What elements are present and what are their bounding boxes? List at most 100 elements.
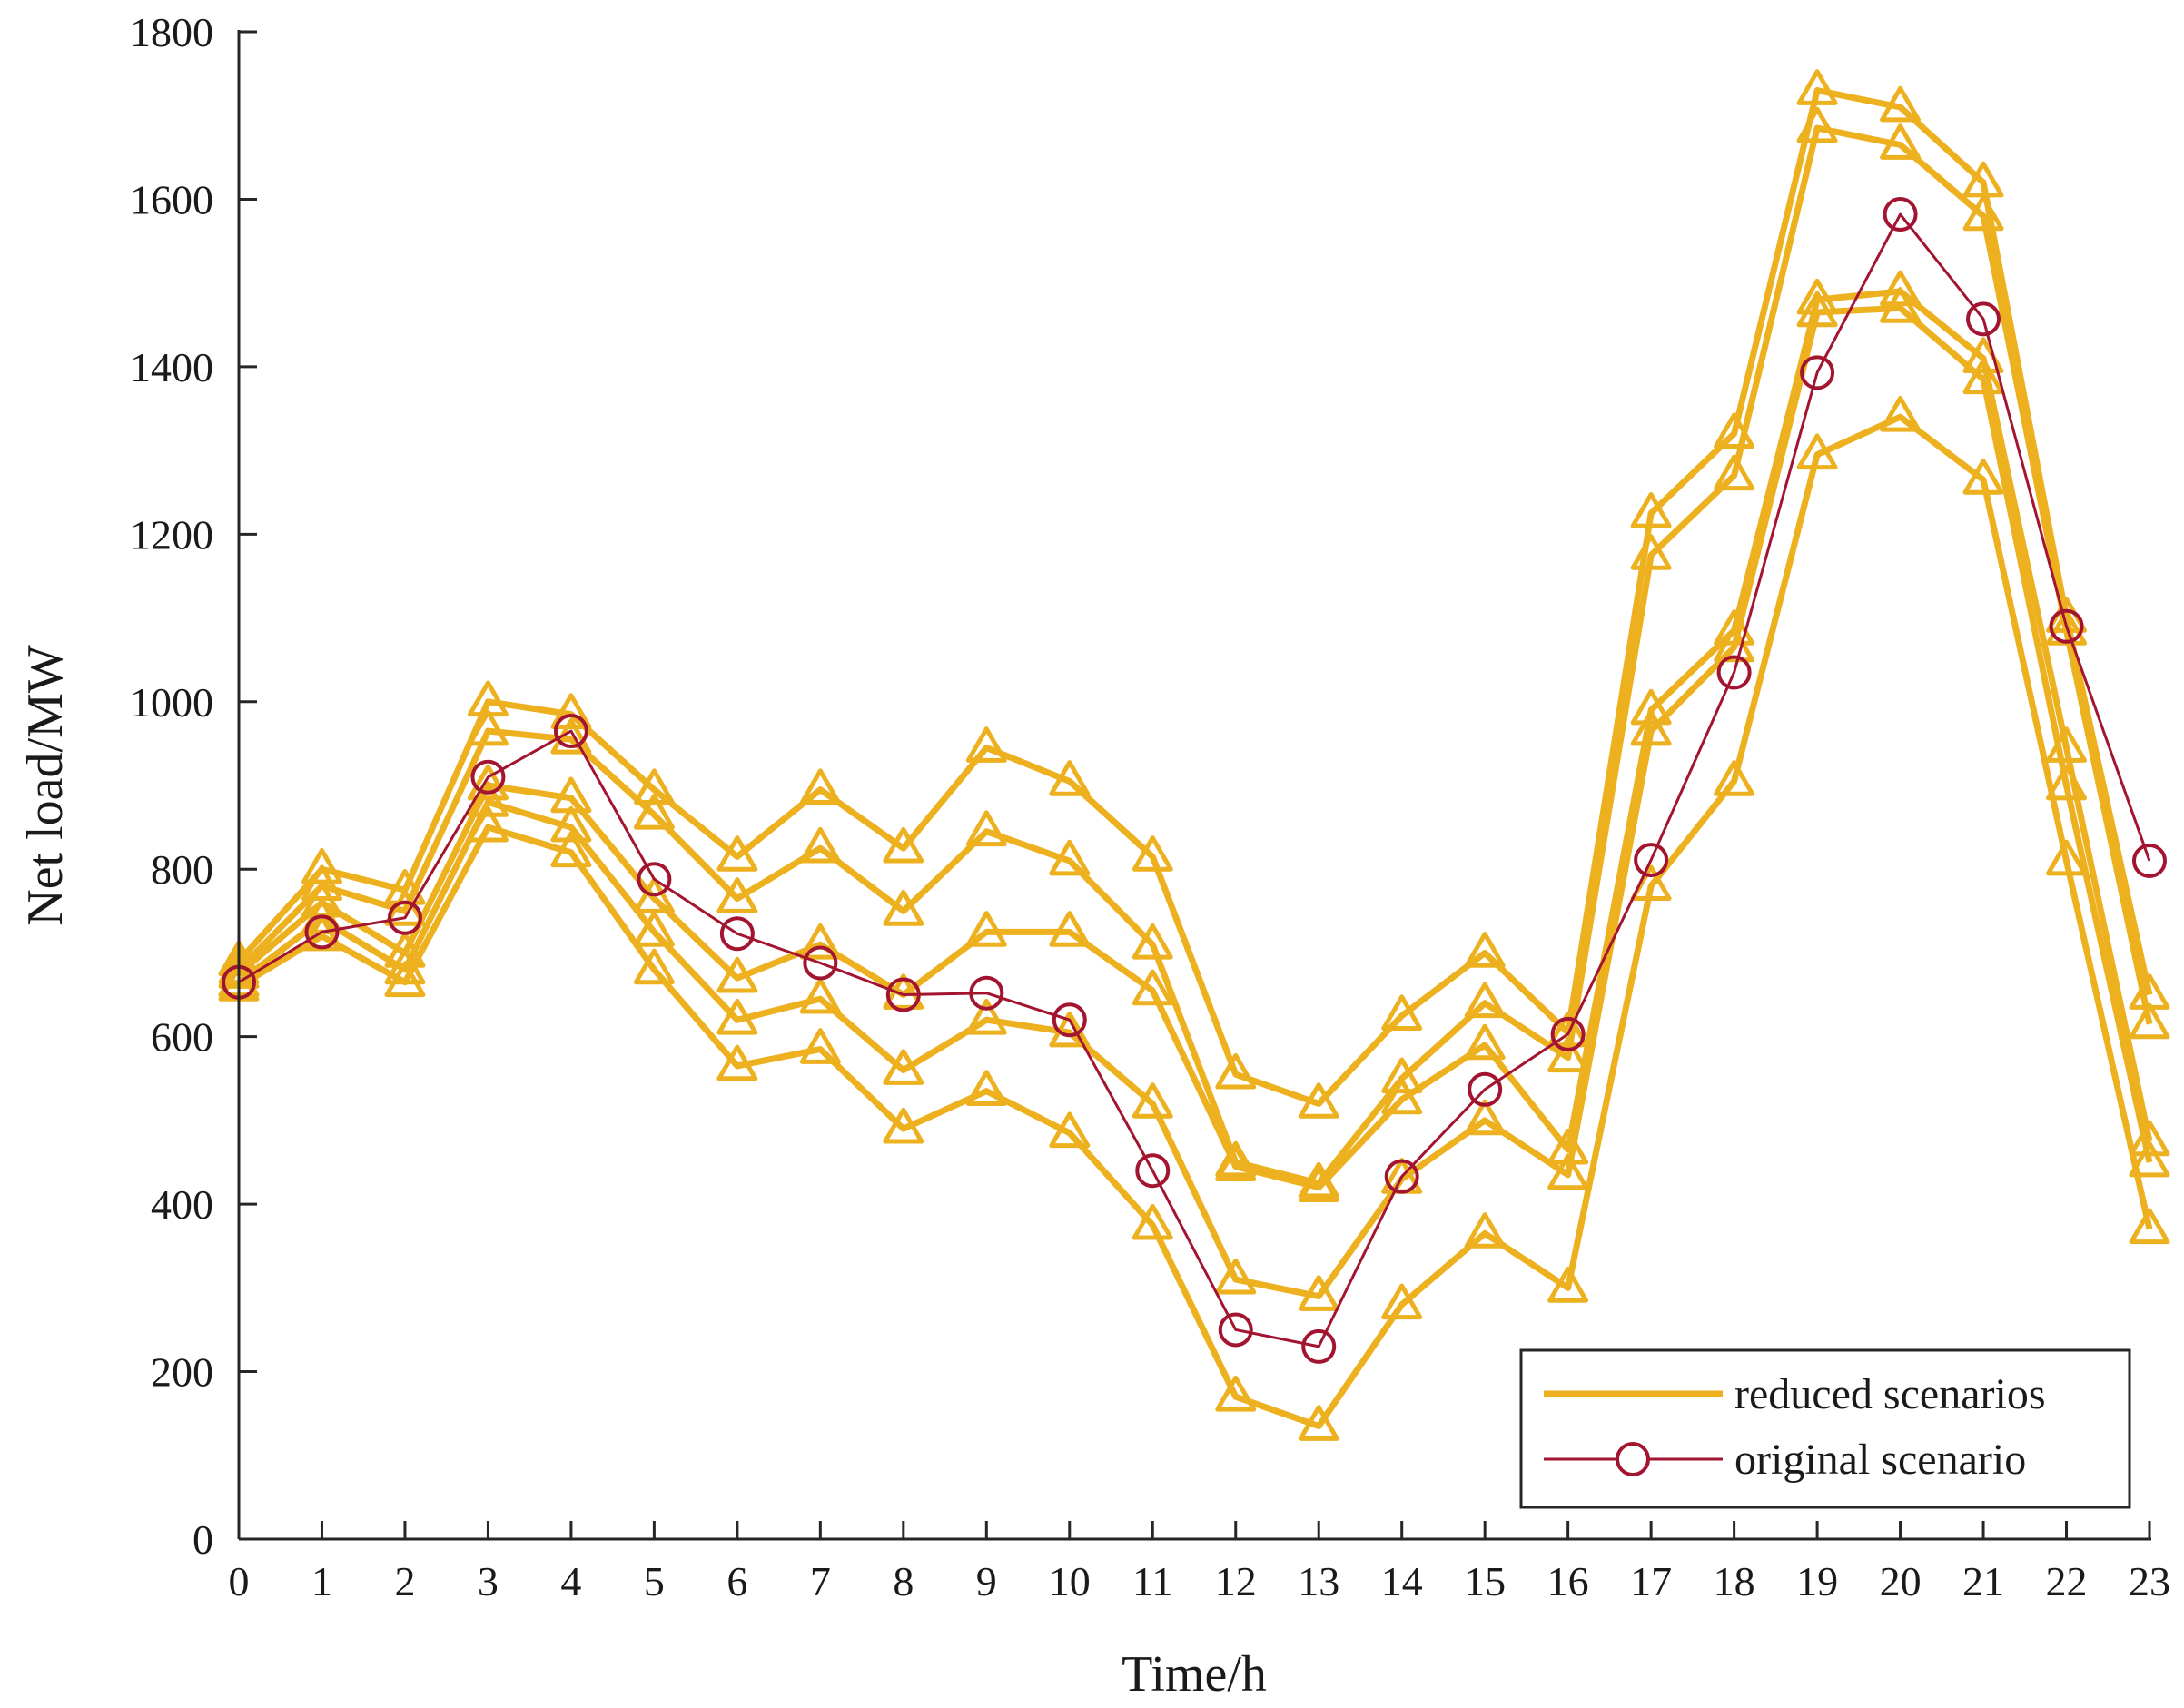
legend-label-original-scenario: original scenario xyxy=(1734,1436,2026,1484)
x-tick-label: 21 xyxy=(1962,1558,2004,1604)
data-point xyxy=(799,826,841,864)
data-point xyxy=(1049,911,1091,947)
data-point xyxy=(885,977,921,1012)
x-tick-label: 2 xyxy=(394,1558,415,1604)
data-point xyxy=(1132,969,1173,1006)
x-tick-label: 14 xyxy=(1381,1558,1423,1604)
data-point xyxy=(1049,1111,1091,1149)
data-point xyxy=(1800,355,1835,390)
data-point xyxy=(1962,459,2004,495)
x-tick-label: 19 xyxy=(1796,1558,1838,1604)
data-point xyxy=(1049,839,1091,876)
data-point xyxy=(1464,1099,1506,1136)
data-point xyxy=(716,835,758,872)
data-point xyxy=(1132,923,1173,960)
data-point xyxy=(799,768,841,805)
x-tick-label: 15 xyxy=(1464,1558,1506,1604)
data-point xyxy=(1880,85,1922,123)
series-line xyxy=(236,304,2153,1300)
data-point xyxy=(1298,1275,1339,1311)
data-point xyxy=(1298,1166,1339,1203)
data-point xyxy=(1298,1405,1339,1441)
data-point xyxy=(637,862,672,897)
data-point xyxy=(1880,123,1922,160)
x-tick-label: 5 xyxy=(644,1558,665,1604)
data-point xyxy=(965,911,1007,947)
axes-layer xyxy=(237,30,2151,1541)
data-point xyxy=(1464,1023,1506,1061)
data-point xyxy=(1049,1011,1091,1048)
data-point xyxy=(965,1070,1007,1106)
data-point xyxy=(2049,608,2084,644)
data-point xyxy=(965,998,1007,1035)
data-point xyxy=(470,759,506,795)
x-tick-label: 18 xyxy=(1714,1558,1755,1604)
x-tick-label: 3 xyxy=(478,1558,499,1604)
data-point xyxy=(2129,1140,2170,1178)
data-point xyxy=(633,768,675,805)
data-point xyxy=(1962,194,2004,232)
data-point xyxy=(553,714,588,749)
x-tick-label: 17 xyxy=(1630,1558,1672,1604)
y-tick-label: 200 xyxy=(151,1349,213,1396)
y-tick-label: 0 xyxy=(193,1516,213,1563)
data-point xyxy=(799,923,841,960)
data-point xyxy=(803,945,838,981)
data-point xyxy=(1880,287,1922,323)
y-tick-label: 800 xyxy=(151,846,213,893)
data-point xyxy=(1464,932,1506,968)
data-point xyxy=(1630,709,1672,746)
data-point xyxy=(716,956,758,993)
x-tick-label: 6 xyxy=(726,1558,747,1604)
data-point xyxy=(304,914,340,950)
data-point xyxy=(1215,1375,1257,1412)
x-tick-label: 16 xyxy=(1547,1558,1589,1604)
data-point xyxy=(1630,491,1672,528)
x-tick-label: 4 xyxy=(560,1558,581,1604)
data-point xyxy=(2046,764,2088,801)
data-point xyxy=(1962,358,2004,395)
x-tick-label: 9 xyxy=(976,1558,997,1604)
data-point xyxy=(716,877,758,913)
x-tick-label: 1 xyxy=(311,1558,332,1604)
data-point xyxy=(1716,655,1752,690)
data-point xyxy=(467,764,509,801)
data-point xyxy=(1796,291,1838,328)
data-point xyxy=(969,975,1004,1011)
x-tick-label: 12 xyxy=(1215,1558,1257,1604)
data-point xyxy=(1049,760,1091,796)
x-tick-label: 22 xyxy=(2046,1558,2088,1604)
data-point xyxy=(1215,1052,1257,1090)
data-point xyxy=(883,1049,924,1085)
y-tick-label: 600 xyxy=(151,1014,213,1061)
y-tick-label: 400 xyxy=(151,1181,213,1228)
data-point xyxy=(1381,1078,1423,1115)
data-point xyxy=(1550,1016,1586,1051)
data-point xyxy=(1714,454,1755,491)
y-tick-label: 1600 xyxy=(130,176,213,222)
series-reduced-scenario-4 xyxy=(218,287,2170,1311)
data-point xyxy=(1132,835,1173,872)
series-original-scenario xyxy=(222,197,2167,1364)
data-point xyxy=(633,911,675,947)
data-point xyxy=(1796,433,1838,470)
series-line xyxy=(237,413,2153,1429)
data-point xyxy=(2046,839,2088,876)
y-tick-label: 1800 xyxy=(130,9,213,55)
legend-marker-original-scenario xyxy=(1616,1442,1650,1476)
data-point xyxy=(883,890,924,926)
data-point xyxy=(1547,1267,1589,1303)
x-tick-label: 8 xyxy=(893,1558,914,1604)
data-point xyxy=(1132,1203,1173,1240)
data-point xyxy=(1468,1071,1503,1107)
y-tick-label: 1200 xyxy=(130,511,213,558)
data-point xyxy=(1634,843,1669,878)
data-point xyxy=(1714,760,1755,796)
ticks-layer: 0 1 2 3 4 5 6 7 8 9 10 11 12 13 14 15 16 17 18 19 20 21 22 2302… xyxy=(130,9,2170,1604)
y-tick-label: 1400 xyxy=(130,344,213,390)
data-point xyxy=(1215,1145,1257,1181)
data-point xyxy=(799,1028,841,1064)
data-point xyxy=(384,890,426,926)
data-point xyxy=(1630,864,1672,902)
